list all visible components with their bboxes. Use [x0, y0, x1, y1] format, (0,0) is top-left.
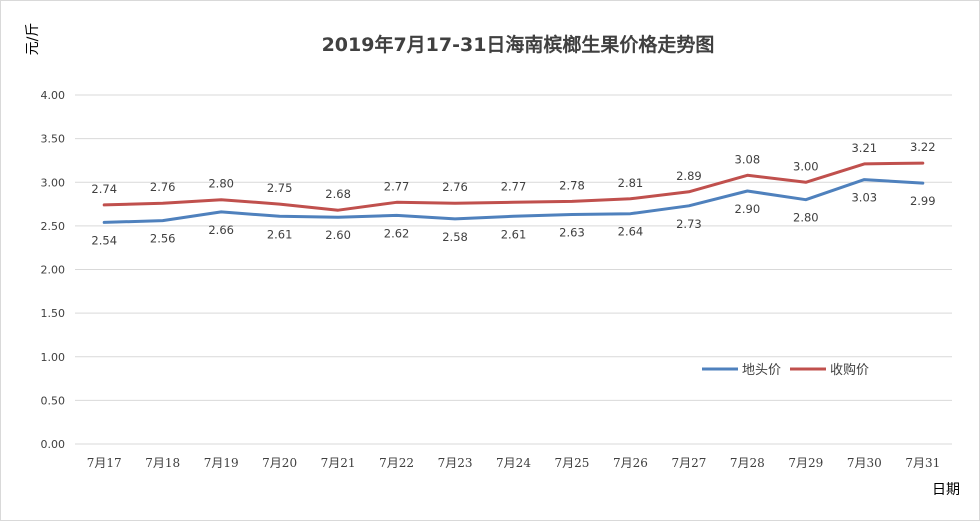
- series-line-0: [102, 178, 925, 224]
- y-tick-label: 1.50: [41, 307, 66, 320]
- data-label: 2.56: [150, 232, 176, 246]
- x-tick-label: 7月29: [788, 456, 823, 470]
- series-line-1: [102, 161, 925, 212]
- data-label: 3.08: [735, 152, 761, 166]
- data-label: 2.74: [91, 182, 117, 196]
- data-label: 2.66: [208, 223, 234, 237]
- data-label: 2.54: [91, 233, 117, 247]
- data-label: 2.75: [267, 181, 293, 195]
- y-tick-label: 0.00: [41, 438, 66, 451]
- data-label: 3.00: [793, 159, 819, 173]
- data-label: 2.89: [676, 169, 702, 183]
- x-tick-label: 7月20: [262, 456, 297, 470]
- data-label: 2.99: [910, 194, 936, 208]
- y-axis-ticks: 0.00 0.50 1.00 1.50 2.00 2.50 3.00 3.50 4.00: [41, 89, 66, 451]
- y-tick-label: 1.00: [41, 351, 66, 364]
- y-tick-label: 4.00: [41, 89, 66, 102]
- x-tick-label: 7月25: [555, 456, 590, 470]
- x-tick-label: 7月26: [613, 456, 648, 470]
- x-tick-label: 7月27: [671, 456, 706, 470]
- x-tick-label: 7月18: [145, 456, 180, 470]
- x-tick-label: 7月17: [87, 456, 122, 470]
- data-label: 2.62: [384, 226, 410, 240]
- data-label: 3.21: [851, 141, 877, 155]
- data-label: 2.63: [559, 226, 585, 240]
- gridlines: [75, 94, 952, 445]
- y-tick-label: 3.50: [41, 133, 66, 146]
- y-tick-label: 2.00: [41, 264, 66, 277]
- data-label: 3.03: [851, 191, 877, 205]
- chart-title: 2019年7月17-31日海南槟榔生果价格走势图: [322, 33, 715, 56]
- data-label: 2.77: [384, 179, 410, 193]
- data-label: 2.77: [501, 179, 527, 193]
- data-label: 2.80: [793, 211, 819, 225]
- y-tick-label: 0.50: [41, 394, 66, 407]
- x-tick-label: 7月23: [438, 456, 473, 470]
- data-label: 2.81: [618, 176, 644, 190]
- data-label: 2.90: [735, 202, 761, 216]
- data-label: 2.60: [325, 228, 351, 242]
- y-axis-title: 元/斤: [25, 23, 41, 56]
- data-label: 2.73: [676, 217, 702, 231]
- x-tick-label: 7月22: [379, 456, 414, 470]
- y-tick-label: 3.00: [41, 176, 66, 189]
- data-label: 2.61: [267, 227, 293, 241]
- data-label: 2.78: [559, 178, 585, 192]
- x-axis-ticks: 7月17 7月18 7月19 7月20 7月21 7月22 7月23 7月24 7月25 7月26…: [87, 456, 940, 470]
- data-label: 2.61: [501, 227, 527, 241]
- x-tick-label: 7月28: [730, 456, 765, 470]
- x-tick-label: 7月31: [905, 456, 940, 470]
- x-tick-label: 7月24: [496, 456, 531, 470]
- data-label: 2.76: [442, 180, 468, 194]
- legend-label-shougou: 收购价: [830, 362, 869, 378]
- x-axis-title: 日期: [932, 482, 960, 498]
- legend: 地头价 收购价: [702, 362, 869, 378]
- data-label: 2.76: [150, 180, 176, 194]
- x-tick-label: 7月19: [204, 456, 239, 470]
- x-tick-label: 7月21: [321, 456, 356, 470]
- y-tick-label: 2.50: [41, 220, 66, 233]
- data-label: 2.80: [208, 177, 234, 191]
- data-labels: 2.54 2.56 2.66 2.61 2.60 2.62 2.58 2.61 2.63 2.64…: [91, 140, 935, 247]
- x-tick-label: 7月30: [847, 456, 882, 470]
- legend-label-dito: 地头价: [742, 363, 781, 378]
- data-label: 2.58: [442, 230, 468, 244]
- data-label: 3.22: [910, 140, 936, 154]
- series-lines: [102, 161, 925, 224]
- data-label: 2.64: [618, 225, 644, 239]
- data-label: 2.68: [325, 187, 351, 201]
